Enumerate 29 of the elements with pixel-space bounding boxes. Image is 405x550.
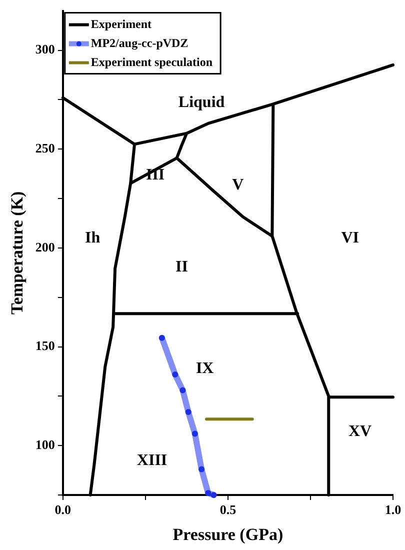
point: [205, 490, 212, 496]
x-axis-title: Pressure (GPa): [172, 525, 284, 544]
annotation: II: [176, 258, 188, 276]
annotation: XV: [348, 423, 372, 440]
annotation: V: [232, 176, 244, 194]
legend-label: Experiment: [90, 16, 152, 31]
annotation: VI: [341, 230, 359, 247]
point: [210, 492, 217, 498]
legend-label: Experiment speculation: [90, 54, 213, 69]
y-tick-label: 200: [35, 239, 55, 254]
annotation: IX: [196, 360, 214, 378]
annotation: Ih: [85, 230, 100, 247]
y-tick-label: 100: [35, 436, 55, 452]
point: [158, 334, 165, 341]
point: [172, 371, 178, 378]
annotation: Liquid: [178, 94, 225, 111]
y-tick-label: 250: [35, 140, 55, 156]
y-tick-label: 300: [35, 42, 55, 57]
y-tick-label: 150: [35, 338, 55, 354]
point: [192, 430, 198, 437]
x-tick-label: 0.5: [220, 502, 237, 518]
x-tick-label: 1.0: [384, 502, 402, 518]
annotation: XIII: [136, 452, 168, 470]
point: [198, 466, 205, 472]
legend-label: MP2/aug-cc-pVDZ: [90, 36, 188, 50]
point: [185, 408, 192, 415]
y-axis-title: Temperature (K): [8, 191, 27, 315]
point: [180, 387, 186, 394]
x-tick-label: 0.0: [54, 502, 72, 518]
